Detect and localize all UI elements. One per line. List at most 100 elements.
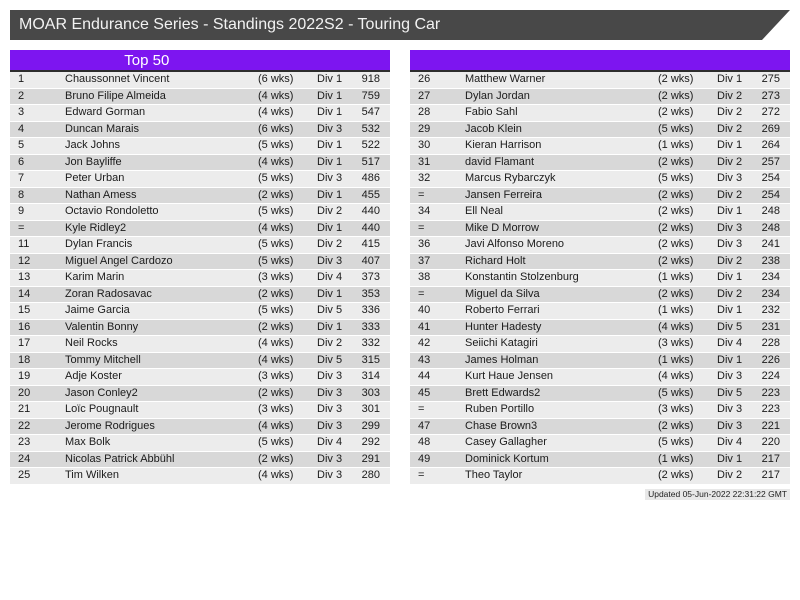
table-row: 43 James Holman (1 wks) Div 1 226 — [410, 352, 790, 369]
points-value: 234 — [761, 271, 780, 283]
table-row: 11 Dylan Francis (5 wks) Div 2 415 — [10, 237, 390, 254]
table-row: 30 Kieran Harrison (1 wks) Div 1 264 — [410, 138, 790, 155]
weeks-count: (5 wks) — [658, 436, 694, 448]
row-position: 22 — [18, 419, 31, 432]
row-position: 37 — [418, 254, 431, 267]
division-label: Div 2 — [717, 89, 743, 102]
driver-name: Dominick Kortum — [465, 452, 549, 465]
weeks-count: (1 wks) — [658, 353, 694, 366]
table-row: 37 Richard Holt (2 wks) Div 2 238 — [410, 253, 790, 270]
table-row: 4 Duncan Marais (6 wks) Div 3 532 — [10, 121, 390, 138]
driver-name: Jansen Ferreira — [465, 188, 543, 201]
row-position: 20 — [18, 386, 31, 399]
points-value: 269 — [761, 122, 780, 135]
weeks-count: (2 wks) — [258, 188, 294, 201]
row-position: 49 — [418, 452, 431, 465]
points-value: 315 — [361, 353, 380, 366]
weeks-count: (3 wks) — [658, 403, 694, 415]
weeks-count: (4 wks) — [258, 419, 294, 432]
table-row: 38 Konstantin Stolzenburg (1 wks) Div 1 234 — [410, 270, 790, 287]
points-value: 759 — [361, 89, 380, 102]
points-value: 238 — [761, 254, 780, 267]
driver-name: Matthew Warner — [465, 73, 546, 85]
driver-name: Nathan Amess — [65, 188, 137, 201]
weeks-count: (1 wks) — [658, 271, 694, 283]
row-position: 6 — [18, 155, 25, 168]
weeks-count: (4 wks) — [258, 221, 294, 234]
weeks-count: (1 wks) — [658, 304, 694, 316]
division-label: Div 1 — [717, 271, 743, 283]
driver-name: Kieran Harrison — [465, 139, 542, 151]
points-value: 532 — [361, 122, 380, 135]
table-row: 22 Jerome Rodrigues (4 wks) Div 3 299 — [10, 418, 390, 435]
weeks-count: (6 wks) — [258, 122, 294, 135]
division-label: Div 3 — [317, 370, 343, 382]
division-label: Div 3 — [317, 469, 343, 481]
division-label: Div 3 — [717, 419, 743, 432]
driver-name: Ell Neal — [465, 205, 503, 217]
row-position: = — [418, 287, 425, 300]
row-position: 4 — [18, 122, 25, 135]
table-header-left: Top 50 — [10, 50, 390, 72]
weeks-count: (5 wks) — [258, 205, 294, 217]
division-label: Div 3 — [717, 403, 743, 415]
division-label: Div 1 — [317, 73, 343, 85]
table-row: 12 Miguel Angel Cardozo (5 wks) Div 3 407 — [10, 253, 390, 270]
table-rows-left: 1 Chaussonnet Vincent (6 wks) Div 1 918 2 Brun… — [10, 72, 390, 485]
page-title: MOAR Endurance Series - Standings 2022S2… — [19, 16, 441, 33]
division-label: Div 2 — [717, 122, 743, 135]
points-value: 264 — [761, 139, 780, 151]
division-label: Div 3 — [317, 403, 343, 415]
weeks-count: (2 wks) — [658, 73, 694, 85]
weeks-count: (2 wks) — [658, 188, 694, 201]
driver-name: Brett Edwards2 — [465, 386, 541, 399]
driver-name: Ruben Portillo — [465, 403, 535, 415]
title-bar: MOAR Endurance Series - Standings 2022S2… — [10, 10, 790, 40]
weeks-count: (2 wks) — [258, 452, 294, 465]
points-value: 336 — [361, 304, 380, 316]
division-label: Div 2 — [717, 188, 743, 201]
table-row: 19 Adje Koster (3 wks) Div 3 314 — [10, 369, 390, 386]
row-position: 15 — [18, 304, 31, 316]
division-label: Div 2 — [717, 287, 743, 300]
division-label: Div 1 — [717, 452, 743, 465]
row-position: = — [18, 221, 25, 234]
row-position: 27 — [418, 89, 431, 102]
row-position: 12 — [18, 254, 31, 267]
points-value: 407 — [361, 254, 380, 267]
points-value: 440 — [361, 221, 380, 234]
weeks-count: (4 wks) — [258, 106, 294, 118]
points-value: 291 — [361, 452, 380, 465]
weeks-count: (1 wks) — [658, 452, 694, 465]
row-position: 26 — [418, 73, 431, 85]
row-position: 32 — [418, 172, 431, 184]
driver-name: Jacob Klein — [465, 122, 522, 135]
table-row: 17 Neil Rocks (4 wks) Div 2 332 — [10, 336, 390, 353]
table-header-left-label: Top 50 — [124, 52, 170, 69]
row-position: = — [418, 188, 425, 201]
points-value: 547 — [361, 106, 380, 118]
weeks-count: (5 wks) — [258, 304, 294, 316]
weeks-count: (4 wks) — [658, 320, 694, 333]
driver-name: Bruno Filipe Almeida — [65, 89, 166, 102]
weeks-count: (3 wks) — [258, 271, 294, 283]
points-value: 221 — [761, 419, 780, 432]
weeks-count: (2 wks) — [258, 287, 294, 300]
driver-name: Fabio Sahl — [465, 106, 518, 118]
points-value: 275 — [761, 73, 780, 85]
row-position: 24 — [18, 452, 31, 465]
division-label: Div 4 — [717, 436, 743, 448]
division-label: Div 1 — [317, 139, 343, 151]
standings-table-right: 26 Matthew Warner (2 wks) Div 1 275 27 Dylan J… — [410, 50, 790, 485]
table-row: 23 Max Bolk (5 wks) Div 4 292 — [10, 435, 390, 452]
row-position: 3 — [18, 106, 25, 118]
table-row: 49 Dominick Kortum (1 wks) Div 1 217 — [410, 451, 790, 468]
points-value: 217 — [761, 452, 780, 465]
row-position: = — [418, 221, 425, 234]
weeks-count: (4 wks) — [258, 353, 294, 366]
division-label: Div 1 — [717, 353, 743, 366]
row-position: 25 — [18, 469, 31, 481]
row-position: 36 — [418, 238, 431, 250]
driver-name: Octavio Rondoletto — [65, 205, 159, 217]
